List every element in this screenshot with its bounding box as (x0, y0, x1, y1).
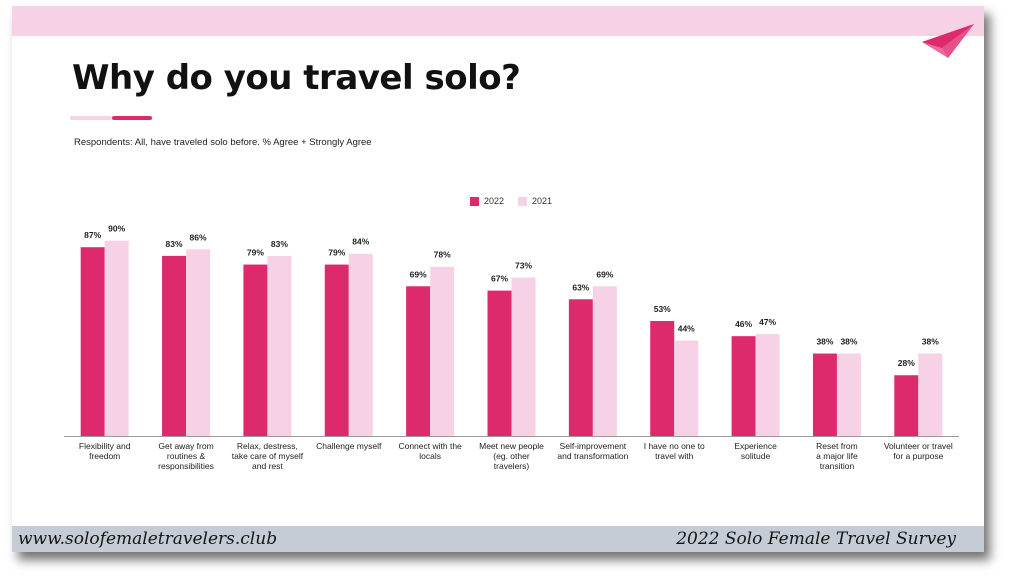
category-label-line: and transformation (557, 451, 628, 461)
category-label-0: Flexibility and freedom (79, 441, 131, 461)
bar-2021-6 (592, 286, 617, 436)
footer-survey-title: 2022 Solo Female Travel Survey (676, 529, 956, 549)
bar-chart: 87% 90% Flexibility and freedom 83% 86% Get aw… (64, 224, 959, 471)
category-label-line: travel with (655, 451, 694, 461)
category-label-5: Meet new people (eg. other travelers) (479, 441, 544, 471)
bar-2022-9 (812, 353, 837, 436)
data-label-2021-2: 83% (271, 239, 288, 249)
category-label-line: I have no one to (644, 441, 705, 451)
category-label-2: Relax, destress, take care of myself and r… (232, 441, 304, 471)
bar-2022-8 (731, 336, 756, 436)
data-label-2022-5: 67% (491, 274, 508, 284)
legend-swatch-2021 (518, 196, 528, 206)
bar-2021-8 (755, 334, 780, 436)
data-label-2021-0: 90% (108, 224, 125, 234)
bar-2021-5 (511, 277, 536, 436)
legend-item-2022: 2022 (470, 196, 504, 206)
legend-item-2021: 2021 (518, 196, 552, 206)
footer-website: www.solofemaletravelers.club (18, 529, 278, 549)
bar-2022-10 (894, 375, 919, 436)
data-label-2021-3: 84% (352, 237, 369, 247)
category-label-6: Self-improvement and transformation (557, 441, 628, 461)
legend-swatch-2022 (470, 196, 479, 206)
category-label-line: Meet new people (479, 441, 544, 451)
bar-2022-6 (568, 299, 593, 436)
bar-2021-9 (836, 353, 861, 436)
category-label-line: Get away from (158, 441, 213, 451)
category-label-line: a major life (816, 451, 858, 461)
data-label-2022-10: 28% (898, 358, 915, 368)
legend-label-2021: 2021 (532, 196, 553, 206)
data-label-2022-3: 79% (328, 248, 345, 258)
data-label-2022-4: 69% (410, 269, 427, 279)
bar-2021-4 (430, 266, 455, 436)
data-label-2021-1: 86% (190, 232, 207, 242)
category-label-7: I have no one to travel with (644, 441, 705, 461)
category-label-9: Reset from a major life transition (816, 441, 858, 471)
data-label-2021-7: 44% (678, 324, 695, 334)
bar-2022-5 (487, 290, 512, 436)
bar-2021-2 (267, 255, 292, 436)
bar-2022-2 (243, 264, 268, 436)
legend-label-2022: 2022 (484, 196, 505, 206)
data-label-2021-9: 38% (840, 337, 857, 347)
category-label-line: routines & (167, 451, 206, 461)
data-label-2022-0: 87% (84, 230, 101, 240)
category-label-8: Experience solitude (734, 441, 777, 461)
slide: Why do you travel solo? Respondents: All… (12, 6, 984, 552)
category-label-line: Reset from (816, 441, 858, 451)
paper-plane-icon (922, 24, 974, 58)
category-label-line: travelers) (494, 461, 530, 471)
data-label-2022-9: 38% (816, 337, 833, 347)
category-label-3: Challenge myself (316, 441, 382, 451)
category-label-line: Volunteer or travel (884, 441, 953, 451)
data-label-2022-8: 46% (735, 319, 752, 329)
category-label-line: responsibilities (158, 461, 214, 471)
title-underline-dark (112, 116, 152, 120)
chart-legend: 2022 2021 (470, 196, 552, 206)
footer-bar: www.solofemaletravelers.club 2022 Solo F… (12, 526, 984, 552)
data-label-2021-10: 38% (922, 337, 939, 347)
category-label-line: solitude (741, 451, 771, 461)
category-label-line: Challenge myself (316, 441, 382, 451)
category-label-line: Connect with the (398, 441, 462, 451)
title-underline-light (70, 116, 112, 120)
category-label-10: Volunteer or travel for a purpose (884, 441, 953, 461)
category-label-line: for a purpose (893, 451, 943, 461)
category-label-1: Get away from routines & responsibilities (158, 441, 214, 471)
bar-2021-1 (186, 249, 211, 436)
category-label-line: Flexibility and (79, 441, 131, 451)
bar-2022-4 (406, 286, 431, 436)
bar-2022-7 (650, 320, 675, 436)
category-label-line: transition (820, 461, 855, 471)
category-label-line: (eg. other (493, 451, 530, 461)
data-label-2022-1: 83% (166, 239, 183, 249)
data-label-2021-6: 69% (596, 269, 613, 279)
bar-2022-0 (80, 247, 105, 436)
data-label-2022-2: 79% (247, 248, 264, 258)
bar-2021-3 (348, 253, 373, 436)
category-label-line: Self-improvement (560, 441, 627, 451)
header-bar (12, 6, 984, 36)
bar-2022-3 (324, 264, 349, 436)
data-label-2021-8: 47% (759, 317, 776, 327)
category-label-line: locals (419, 451, 441, 461)
data-label-2022-6: 63% (572, 282, 589, 292)
data-label-2021-4: 78% (434, 250, 451, 260)
category-label-line: freedom (89, 451, 120, 461)
bar-2021-0 (104, 240, 129, 436)
category-label-line: and rest (252, 461, 283, 471)
bar-2022-1 (162, 255, 187, 436)
bar-2021-10 (918, 353, 943, 436)
bar-2021-7 (674, 340, 699, 436)
page-title: Why do you travel solo? (72, 58, 521, 98)
data-label-2021-5: 73% (515, 261, 532, 271)
category-label-4: Connect with the locals (398, 441, 462, 461)
category-label-line: take care of myself (232, 451, 304, 461)
category-label-line: Relax, destress, (237, 441, 298, 451)
data-label-2022-7: 53% (654, 304, 671, 314)
category-label-line: Experience (734, 441, 777, 451)
chart-subtitle: Respondents: All, have traveled solo bef… (74, 137, 372, 148)
